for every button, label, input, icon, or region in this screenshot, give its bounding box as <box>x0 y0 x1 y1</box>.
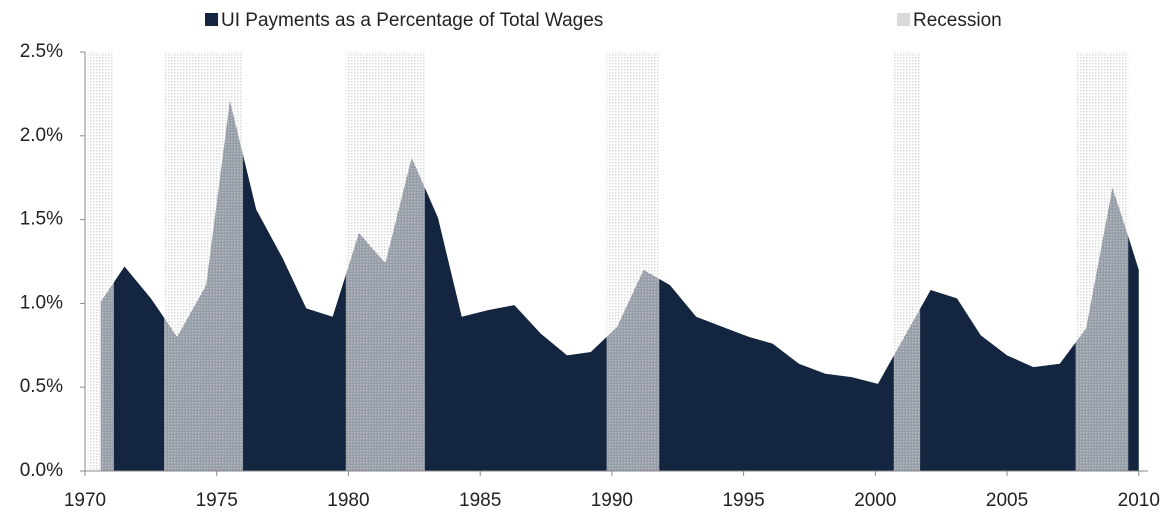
x-tick-label: 1975 <box>196 490 238 511</box>
y-tick-label: 1.5% <box>20 209 63 230</box>
y-tick-label: 1.0% <box>20 292 63 313</box>
legend-label: UI Payments as a Percentage of Total Wag… <box>221 10 603 31</box>
y-tick-label: 0.5% <box>20 376 63 397</box>
recession-band <box>893 52 921 471</box>
recession-band <box>87 52 114 471</box>
x-tick-label: 1970 <box>64 490 106 511</box>
x-tick-label: 1985 <box>459 490 501 511</box>
x-tick-label: 2000 <box>854 490 896 511</box>
y-tick-label: 2.0% <box>20 125 63 146</box>
recession-band <box>606 52 660 471</box>
y-tick-label: 0.0% <box>20 460 63 481</box>
recession-band <box>164 52 244 471</box>
x-tick-label: 2005 <box>986 490 1028 511</box>
y-tick-label: 2.5% <box>20 41 63 62</box>
legend-swatch <box>205 13 218 26</box>
legend-label: Recession <box>913 10 1002 31</box>
x-tick-label: 2010 <box>1118 490 1160 511</box>
x-tick-label: 1980 <box>327 490 369 511</box>
legend-swatch <box>897 13 910 26</box>
recession-band <box>1075 52 1129 471</box>
x-tick-label: 1995 <box>722 490 764 511</box>
x-tick-label: 1990 <box>591 490 633 511</box>
recession-band <box>345 52 425 471</box>
